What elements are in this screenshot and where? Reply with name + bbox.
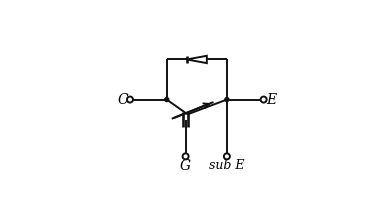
Circle shape: [183, 153, 189, 159]
Text: E: E: [266, 93, 276, 107]
Circle shape: [127, 97, 133, 103]
Circle shape: [224, 153, 230, 159]
Circle shape: [261, 97, 266, 103]
Text: sub E: sub E: [209, 159, 245, 172]
Text: C: C: [117, 93, 128, 107]
Circle shape: [225, 98, 229, 102]
Text: G: G: [180, 159, 191, 173]
Circle shape: [165, 98, 169, 102]
